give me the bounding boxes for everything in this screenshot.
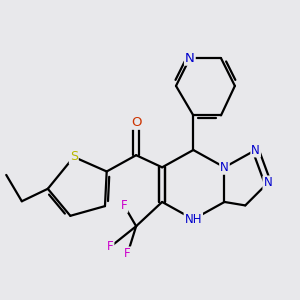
Text: N: N [263,176,272,189]
Text: N: N [251,143,260,157]
Text: O: O [131,116,141,129]
Text: F: F [121,199,127,212]
Text: NH: NH [184,213,202,226]
Text: F: F [124,248,131,260]
Text: N: N [220,161,229,174]
Text: F: F [107,241,113,254]
Text: S: S [70,150,78,164]
Text: N: N [185,52,195,65]
